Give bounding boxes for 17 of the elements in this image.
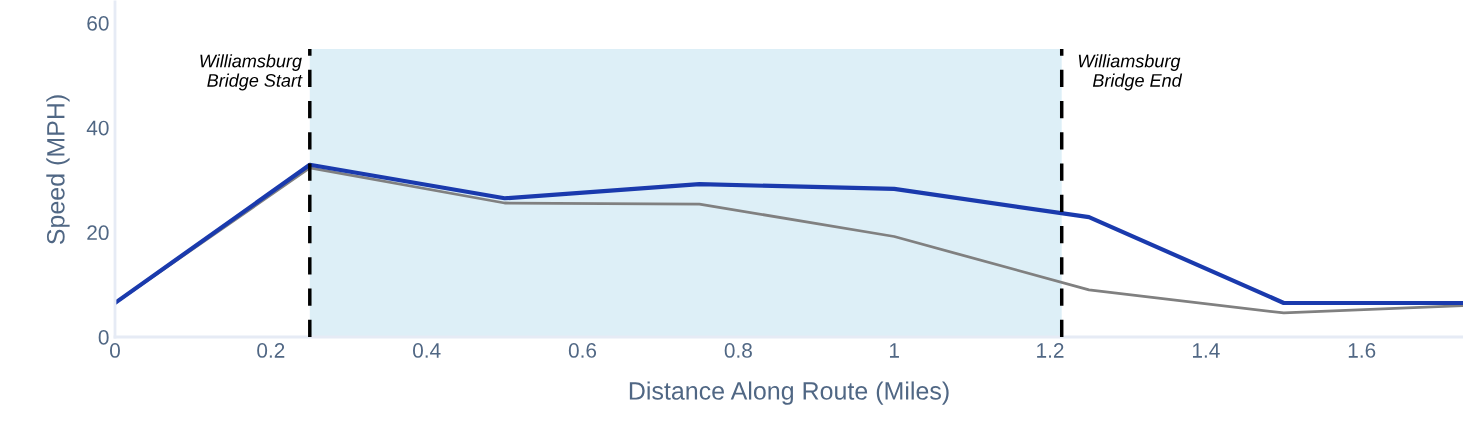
x-tick-label: 0.2 [257, 343, 285, 358]
y-axis-title: Speed (MPH) [46, 95, 70, 245]
ref-line-label: Williamsburg Bridge Start [200, 54, 303, 91]
y-tick-label: 20 [87, 225, 109, 241]
ref-line-label: Williamsburg Bridge End [1078, 54, 1183, 91]
x-tick-label: 1.6 [1348, 343, 1376, 358]
y-tick-label: 60 [87, 15, 109, 31]
x-tick-label: 0.8 [724, 343, 752, 358]
x-tick-label: 1.2 [1037, 343, 1064, 358]
x-axis-title: Distance Along Route (Miles) [629, 381, 949, 405]
y-tick-label: 40 [86, 120, 109, 136]
x-tick-label: 0.4 [413, 343, 441, 358]
x-tick-label: 0.6 [568, 343, 597, 358]
x-tick-label: 1 [889, 343, 899, 358]
x-tick-label: 0 [110, 343, 120, 358]
y-tick-label: 0 [98, 330, 109, 345]
x-tick-label: 1.4 [1192, 343, 1220, 358]
